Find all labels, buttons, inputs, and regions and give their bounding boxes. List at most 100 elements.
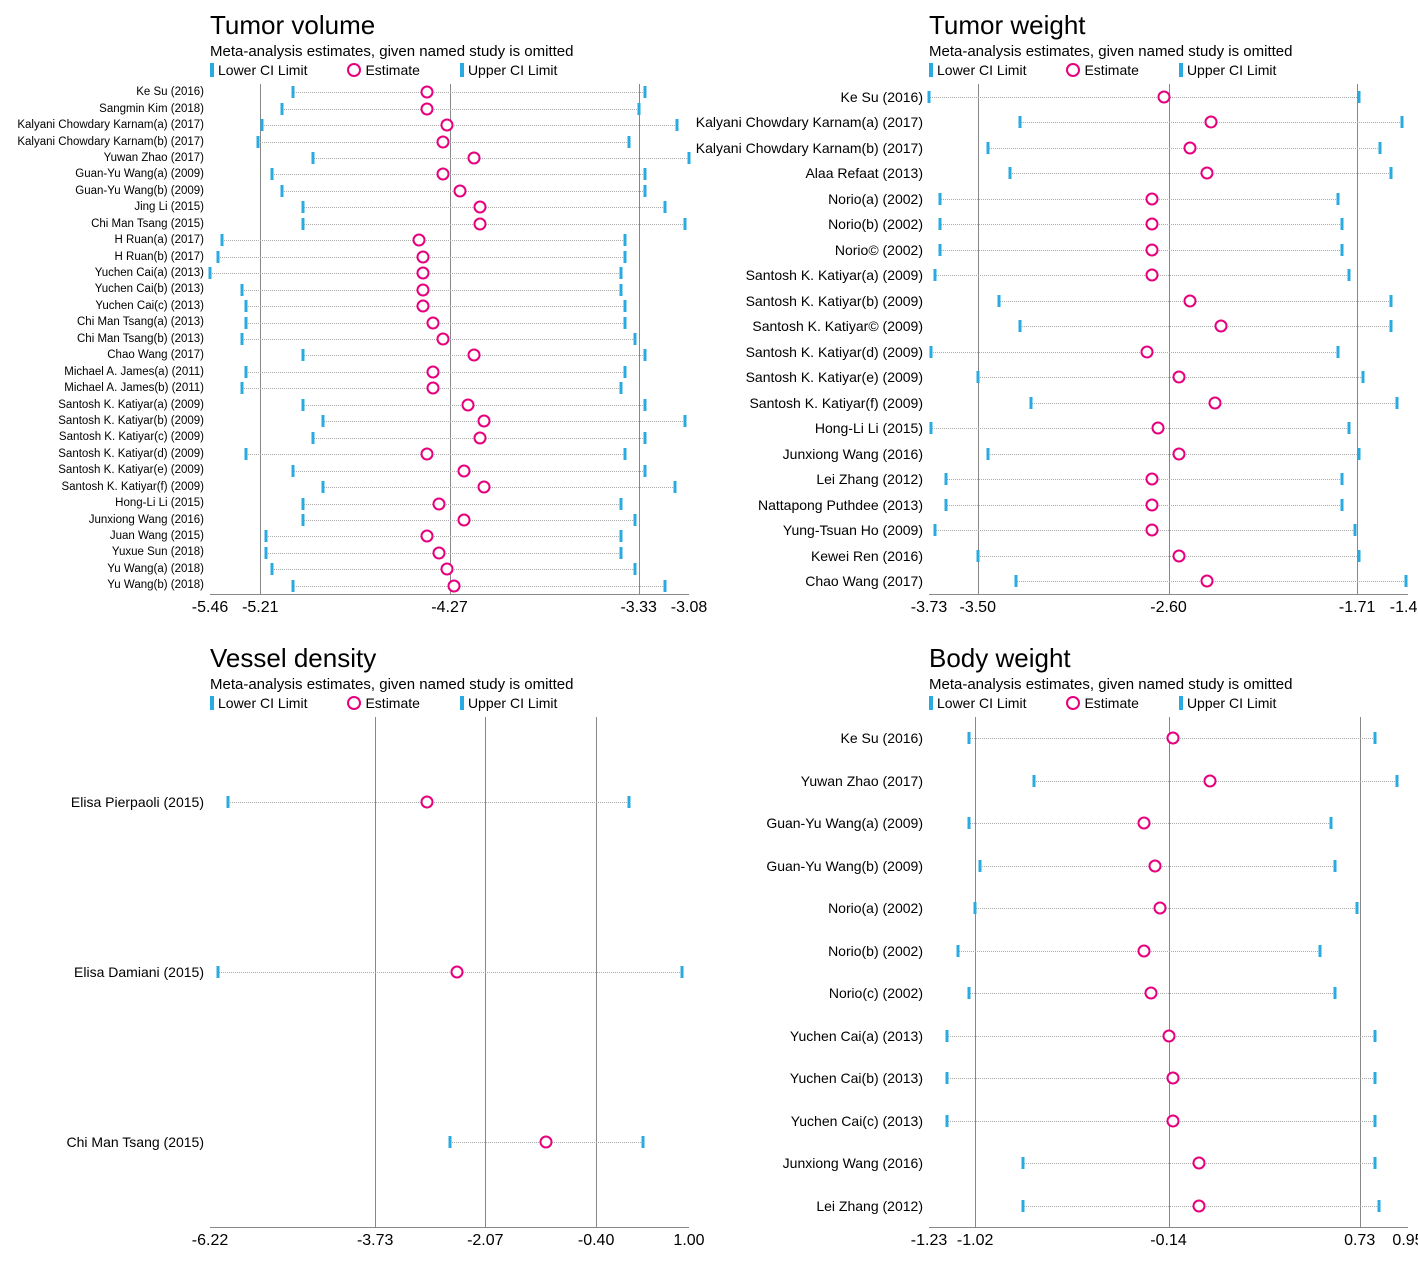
estimate-marker	[467, 152, 480, 165]
estimate-marker	[1145, 269, 1158, 282]
lower-ci-tick	[1014, 575, 1017, 587]
x-tick-label: -4.27	[431, 599, 467, 617]
legend-upper: Upper CI Limit	[460, 62, 557, 78]
lower-ci-tick	[930, 346, 933, 358]
estimate-marker	[1144, 987, 1157, 1000]
upper-ci-tick	[643, 185, 646, 197]
estimate-marker	[540, 1136, 553, 1149]
x-axis: -1.23-1.02-0.140.730.95	[929, 1228, 1408, 1256]
lower-ci-tick	[987, 448, 990, 460]
lower-ci-tick	[934, 524, 937, 536]
study-label: Santosh K. Katiyar(e) (2009)	[729, 365, 929, 391]
study-label: Yuchen Cai(c) (2013)	[10, 298, 210, 314]
estimate-marker	[1173, 549, 1186, 562]
x-tick-label: -3.73	[357, 1232, 393, 1250]
estimate-marker	[1215, 320, 1228, 333]
study-label: Norio(a) (2002)	[729, 887, 929, 930]
upper-ci-tick	[1356, 902, 1359, 914]
study-label: Chi Man Tsang(b) (2013)	[10, 331, 210, 347]
upper-ci-tick	[1362, 371, 1365, 383]
estimate-marker	[421, 448, 434, 461]
ci-tick-icon	[210, 63, 214, 77]
reference-vline	[1357, 84, 1358, 594]
ci-tick-icon	[460, 63, 464, 77]
upper-ci-tick	[1390, 320, 1393, 332]
upper-ci-tick	[1390, 295, 1393, 307]
estimate-marker	[1173, 371, 1186, 384]
estimate-marker	[427, 365, 440, 378]
estimate-marker	[441, 119, 454, 132]
legend-upper: Upper CI Limit	[1179, 62, 1276, 78]
lower-ci-tick	[311, 152, 314, 164]
lower-ci-tick	[930, 422, 933, 434]
upper-ci-tick	[627, 136, 630, 148]
estimate-marker	[1158, 90, 1171, 103]
estimate-marker	[417, 300, 430, 313]
estimate-marker	[1141, 345, 1154, 358]
ci-line	[266, 536, 620, 538]
estimate-marker	[1209, 396, 1222, 409]
upper-ci-tick	[1334, 860, 1337, 872]
lower-ci-tick	[245, 448, 248, 460]
study-label: Jing Li (2015)	[10, 199, 210, 215]
lower-ci-tick	[216, 966, 219, 978]
x-tick-label: -1.23	[911, 1232, 947, 1250]
study-label: Norio(a) (2002)	[729, 186, 929, 212]
ci-line	[323, 487, 675, 489]
study-label: Elisa Pierpaoli (2015)	[10, 717, 210, 887]
estimate-marker	[427, 382, 440, 395]
study-label: Santosh K. Katiyar(d) (2009)	[729, 339, 929, 365]
upper-ci-tick	[1358, 448, 1361, 460]
lower-ci-tick	[321, 481, 324, 493]
legend-lower: Lower CI Limit	[929, 695, 1026, 711]
estimate-marker	[421, 530, 434, 543]
legend-estimate: Estimate	[1066, 62, 1138, 78]
estimate-marker	[433, 546, 446, 559]
reference-vline	[978, 84, 979, 594]
study-label: Norio(b) (2002)	[729, 212, 929, 238]
study-label: Guan-Yu Wang(b) (2009)	[729, 845, 929, 888]
estimate-marker	[1193, 1157, 1206, 1170]
estimate-marker	[1204, 774, 1217, 787]
ci-tick-icon	[210, 696, 214, 710]
upper-ci-tick	[619, 547, 622, 559]
lower-ci-tick	[217, 251, 220, 263]
ci-line	[1020, 326, 1391, 328]
panel-subtitle: Meta-analysis estimates, given named stu…	[210, 43, 689, 60]
lower-ci-tick	[245, 317, 248, 329]
estimate-marker	[1145, 218, 1158, 231]
upper-ci-tick	[1374, 1115, 1377, 1127]
reference-vline	[1169, 717, 1170, 1227]
upper-ci-tick	[623, 300, 626, 312]
study-label: Guan-Yu Wang(b) (2009)	[10, 183, 210, 199]
lower-ci-tick	[1019, 320, 1022, 332]
lower-ci-tick	[997, 295, 1000, 307]
lower-ci-tick	[209, 267, 212, 279]
x-tick-label: -2.07	[467, 1232, 503, 1250]
estimate-circle-icon	[1066, 63, 1080, 77]
ci-line	[940, 250, 1343, 252]
ci-line	[947, 1036, 1375, 1038]
study-label: Hong-Li Li (2015)	[10, 495, 210, 511]
estimate-marker	[1145, 473, 1158, 486]
estimate-marker	[420, 796, 433, 809]
upper-ci-tick	[623, 448, 626, 460]
upper-ci-tick	[633, 563, 636, 575]
estimate-marker	[421, 86, 434, 99]
study-label: Norio(c) (2002)	[729, 972, 929, 1015]
ci-line	[929, 97, 1359, 99]
ci-line	[323, 421, 685, 423]
ci-tick-icon	[929, 696, 933, 710]
lower-ci-tick	[1022, 1157, 1025, 1169]
x-axis: -6.22-3.73-2.07-0.401.00	[210, 1228, 689, 1256]
legend-estimate: Estimate	[347, 695, 419, 711]
upper-ci-tick	[619, 498, 622, 510]
estimate-marker	[433, 497, 446, 510]
study-label: Ke Su (2016)	[729, 717, 929, 760]
study-label: Chi Man Tsang (2015)	[10, 1057, 210, 1227]
study-label: Santosh K. Katiyar(c) (2009)	[10, 429, 210, 445]
estimate-marker	[477, 415, 490, 428]
upper-ci-tick	[681, 966, 684, 978]
panel-title: Tumor weight	[929, 10, 1408, 41]
estimate-marker	[447, 579, 460, 592]
